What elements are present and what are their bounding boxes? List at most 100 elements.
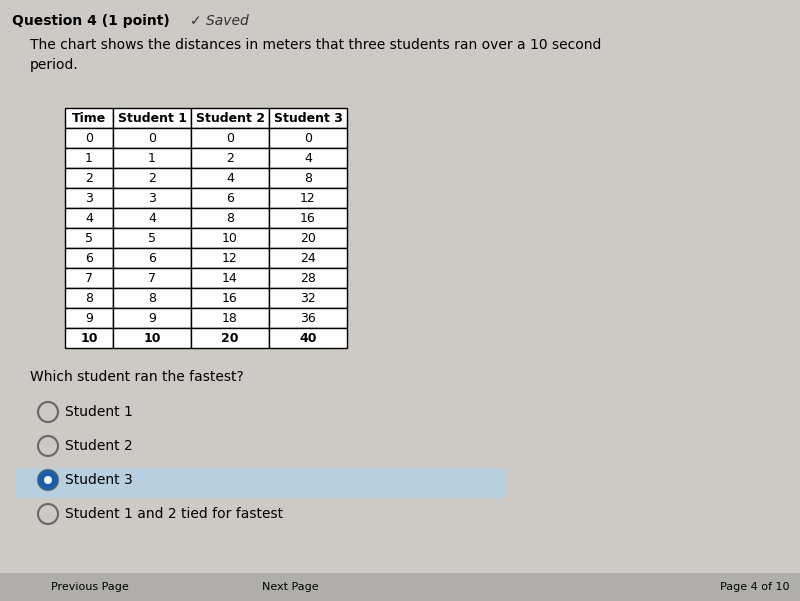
Text: 7: 7 [148, 272, 156, 284]
Bar [65, 168, 113, 188]
Text: 8: 8 [148, 291, 156, 305]
Bar [269, 168, 347, 188]
Bar [16, 468, 506, 498]
Text: 3: 3 [148, 192, 156, 204]
Bar [113, 328, 191, 348]
Bar [269, 248, 347, 268]
Bar [191, 268, 269, 288]
Text: 5: 5 [85, 231, 93, 245]
Text: Page 4 of 10: Page 4 of 10 [721, 582, 790, 592]
Text: Time: Time [72, 112, 106, 124]
Bar [269, 128, 347, 148]
Text: 20: 20 [222, 332, 238, 344]
Text: 0: 0 [304, 132, 312, 144]
Text: Student 3: Student 3 [274, 112, 342, 124]
Bar [113, 148, 191, 168]
Text: 3: 3 [85, 192, 93, 204]
Text: 40: 40 [299, 332, 317, 344]
Bar [191, 248, 269, 268]
Text: 1: 1 [148, 151, 156, 165]
Text: 0: 0 [85, 132, 93, 144]
Text: 2: 2 [226, 151, 234, 165]
Bar [65, 328, 113, 348]
Bar [269, 308, 347, 328]
Bar [269, 268, 347, 288]
Text: 18: 18 [222, 311, 238, 325]
Bar [113, 308, 191, 328]
Text: 6: 6 [226, 192, 234, 204]
Text: 4: 4 [226, 171, 234, 185]
Text: Student 3: Student 3 [65, 473, 133, 487]
Bar [191, 168, 269, 188]
Text: Next Page: Next Page [262, 582, 318, 592]
Text: 32: 32 [300, 291, 316, 305]
Text: 1: 1 [85, 151, 93, 165]
Text: The chart shows the distances in meters that three students ran over a 10 second: The chart shows the distances in meters … [30, 38, 602, 72]
Text: 6: 6 [85, 251, 93, 264]
Text: 16: 16 [300, 212, 316, 225]
Bar [65, 248, 113, 268]
Bar [65, 228, 113, 248]
Text: 14: 14 [222, 272, 238, 284]
Bar [113, 188, 191, 208]
Text: Previous Page: Previous Page [51, 582, 129, 592]
Text: Student 1: Student 1 [118, 112, 186, 124]
Bar [65, 148, 113, 168]
Text: 12: 12 [300, 192, 316, 204]
Text: 10: 10 [143, 332, 161, 344]
Bar [113, 168, 191, 188]
Text: 10: 10 [222, 231, 238, 245]
Text: 8: 8 [304, 171, 312, 185]
Bar [191, 208, 269, 228]
Bar [191, 308, 269, 328]
Bar [191, 128, 269, 148]
Text: Question 4 (1 point): Question 4 (1 point) [12, 14, 170, 28]
Text: 5: 5 [148, 231, 156, 245]
Bar [65, 128, 113, 148]
Bar [269, 108, 347, 128]
Bar [269, 228, 347, 248]
Bar [0, 573, 800, 601]
Text: 0: 0 [226, 132, 234, 144]
Bar [269, 328, 347, 348]
Text: 36: 36 [300, 311, 316, 325]
Text: 10: 10 [80, 332, 98, 344]
Bar [65, 188, 113, 208]
Text: ✓ Saved: ✓ Saved [190, 14, 249, 28]
Text: Student 1: Student 1 [65, 405, 133, 419]
Text: 12: 12 [222, 251, 238, 264]
Text: 2: 2 [85, 171, 93, 185]
Bar [113, 208, 191, 228]
Bar [191, 228, 269, 248]
Text: 0: 0 [148, 132, 156, 144]
Text: 2: 2 [148, 171, 156, 185]
Text: 4: 4 [85, 212, 93, 225]
Bar [191, 188, 269, 208]
Text: 6: 6 [148, 251, 156, 264]
Bar [191, 148, 269, 168]
Text: Which student ran the fastest?: Which student ran the fastest? [30, 370, 244, 384]
Text: 7: 7 [85, 272, 93, 284]
Text: 4: 4 [304, 151, 312, 165]
Bar [113, 228, 191, 248]
Bar [269, 288, 347, 308]
Bar [191, 288, 269, 308]
Text: 16: 16 [222, 291, 238, 305]
Bar [269, 208, 347, 228]
Bar [65, 308, 113, 328]
Bar [65, 288, 113, 308]
Bar [113, 108, 191, 128]
Bar [113, 268, 191, 288]
Text: Student 2: Student 2 [65, 439, 133, 453]
Text: 9: 9 [148, 311, 156, 325]
Text: 9: 9 [85, 311, 93, 325]
Bar [113, 128, 191, 148]
Text: 8: 8 [85, 291, 93, 305]
Text: 20: 20 [300, 231, 316, 245]
Bar [191, 328, 269, 348]
Text: Student 1 and 2 tied for fastest: Student 1 and 2 tied for fastest [65, 507, 283, 521]
Bar [65, 208, 113, 228]
Bar [269, 188, 347, 208]
Text: 28: 28 [300, 272, 316, 284]
Circle shape [38, 470, 58, 490]
